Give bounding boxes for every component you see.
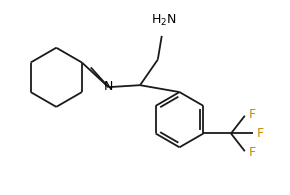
Text: N: N bbox=[104, 80, 113, 93]
Text: F: F bbox=[249, 146, 256, 159]
Text: H$_2$N: H$_2$N bbox=[151, 13, 177, 28]
Text: F: F bbox=[257, 127, 264, 140]
Text: F: F bbox=[249, 108, 256, 121]
